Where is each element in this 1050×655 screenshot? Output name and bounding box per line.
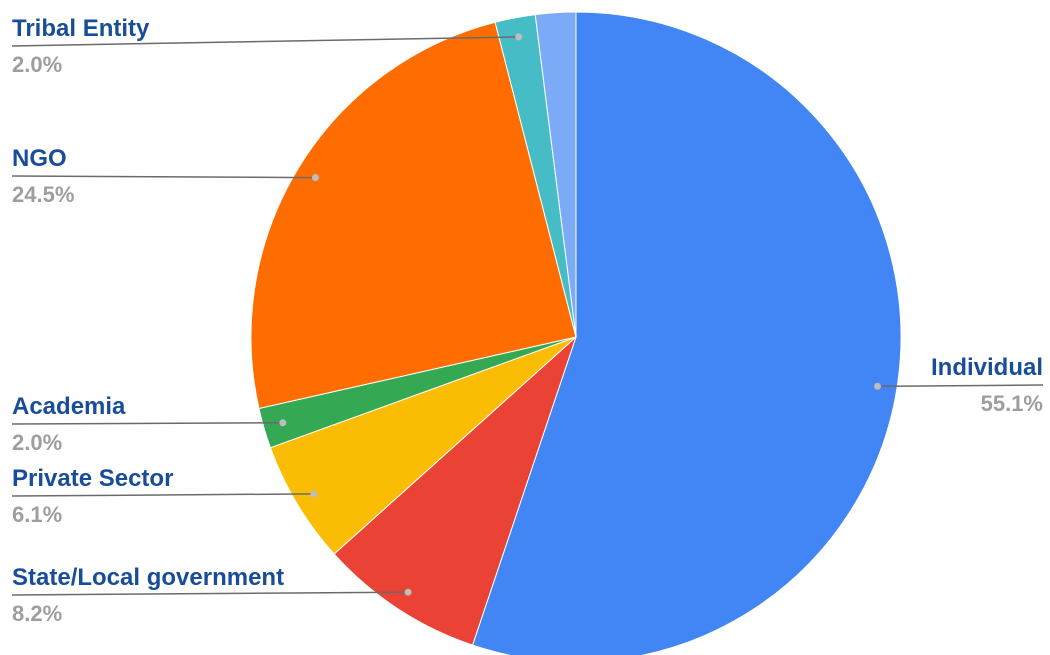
leader-dot-academia — [279, 419, 287, 427]
leader-line-private-sector — [11, 493, 314, 497]
slice-percent-private-sector: 6.1% — [12, 502, 62, 527]
slice-label-individual: Individual — [931, 354, 1043, 381]
pie-slice-individual — [471, 11, 902, 655]
leader-line-state-local-government — [11, 591, 409, 596]
pie-slices — [250, 11, 902, 655]
slice-percent-state-local-government: 8.2% — [12, 601, 62, 626]
slice-label-ngo: NGO — [12, 145, 67, 172]
slice-label-state-local-government: State/Local government — [12, 564, 284, 591]
pie-slice-ngo — [250, 21, 577, 410]
leader-dot-individual — [874, 382, 881, 390]
slice-percent-individual: 55.1% — [981, 391, 1043, 416]
leader-dot-private-sector — [310, 490, 318, 498]
leader-line-academia — [11, 422, 283, 425]
slice-label-tribal-entity: Tribal Entity — [12, 15, 150, 42]
leader-line-ngo — [11, 175, 316, 179]
slice-percent-tribal-entity: 2.0% — [12, 52, 62, 77]
leader-dot-tribal-entity — [515, 33, 523, 41]
slice-percent-ngo: 24.5% — [12, 182, 74, 207]
pie-slice-state-local-government — [333, 335, 578, 646]
pie-slice-unlabeled — [534, 11, 577, 338]
leader-line-tribal-entity — [11, 36, 519, 47]
slice-label-private-sector: Private Sector — [12, 465, 173, 492]
leader-dot-state-local-government — [404, 588, 412, 596]
slice-percent-academia: 2.0% — [12, 430, 62, 455]
leader-line-individual — [877, 384, 1044, 388]
slice-label-academia: Academia — [12, 393, 126, 420]
pie-slice-private-sector — [269, 336, 577, 555]
leader-dot-ngo — [311, 174, 319, 182]
pie-labels: Individual 55.1% State/Local government 8.2… — [11, 15, 1044, 626]
